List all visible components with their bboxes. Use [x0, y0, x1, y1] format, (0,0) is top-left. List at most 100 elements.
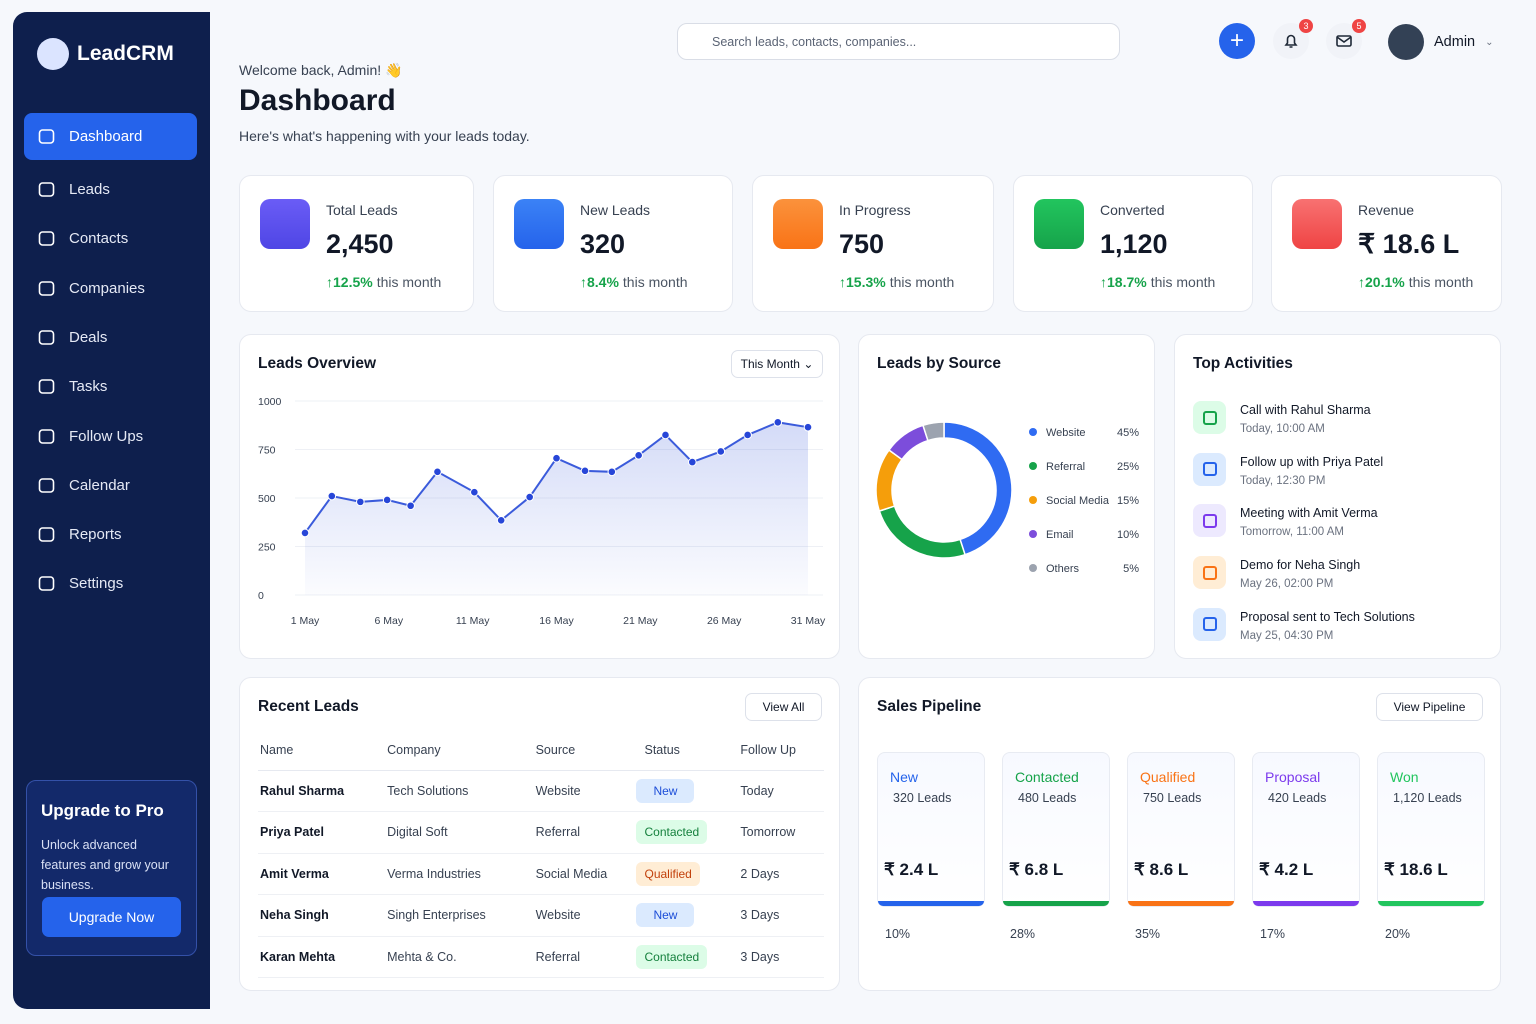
point: [743, 430, 752, 440]
stat-card: Converted 1,120 ↑18.7% this month: [1013, 175, 1253, 312]
messages-button[interactable]: 5: [1326, 19, 1366, 59]
table-body: Rahul Sharma Tech Solutions Website New Toda…: [258, 770, 824, 978]
stat-value: ₹ 18.6 L: [1358, 229, 1460, 259]
brand[interactable]: LeadCRM: [37, 38, 174, 70]
table-cell: New: [636, 894, 739, 937]
view-all-button[interactable]: View All: [745, 693, 822, 721]
nav-item[interactable]: Calendar: [24, 462, 197, 509]
pipeline-stage[interactable]: Won 1,120 Leads ₹ 18.6 L: [1377, 752, 1485, 907]
activity-title: Follow up with Priya Patel: [1240, 454, 1384, 469]
nav-item[interactable]: Dashboard: [24, 113, 197, 160]
card-title: Sales Pipeline: [877, 698, 982, 715]
column-header: Status: [642, 730, 739, 771]
table-cell: 2 Days: [738, 853, 824, 895]
table-cell: Tech Solutions: [385, 770, 534, 812]
nav-item[interactable]: Settings: [24, 560, 197, 607]
stage-bar: [1128, 901, 1234, 906]
stat-value: 2,450: [326, 229, 394, 259]
icon-shape: [38, 330, 55, 345]
table-cell: Today: [738, 770, 824, 812]
x-tick-label: 31 May: [791, 615, 826, 627]
pipeline-stage[interactable]: Contacted 480 Leads ₹ 6.8 L: [1002, 752, 1110, 907]
stage-bar: [1253, 901, 1359, 906]
change-arrow: ↑: [1100, 274, 1107, 290]
icon-shape: [38, 231, 55, 247]
activity[interactable]: Follow up with Priya Patel Today, 12:30 P…: [1193, 452, 1383, 487]
stage-bar: [1003, 901, 1109, 906]
stat-label: Total Leads: [326, 202, 398, 218]
brand-logo: [37, 38, 69, 70]
table-cell: Mehta & Co.: [385, 936, 534, 978]
point: [470, 487, 479, 497]
pipeline-stage[interactable]: Proposal 420 Leads ₹ 4.2 L: [1252, 752, 1360, 907]
table-cell: Referral: [533, 936, 643, 978]
view-pipeline-button[interactable]: View Pipeline: [1376, 693, 1483, 721]
period-filter[interactable]: This Month ⌄: [731, 350, 823, 378]
stat-value: 1,120: [1100, 229, 1168, 259]
table-row[interactable]: Neha Singh Singh Enterprises Website New 3 D…: [258, 894, 824, 937]
nav-item[interactable]: Follow Ups: [24, 413, 197, 460]
table-row[interactable]: Karan Mehta Mehta & Co. Referral Contacted 3…: [258, 936, 824, 978]
stage-leads: 1,120 Leads: [1393, 791, 1462, 805]
activity[interactable]: Demo for Neha Singh May 26, 02:00 PM: [1193, 556, 1360, 590]
point: [406, 501, 415, 511]
x-tick-label: 26 May: [707, 615, 742, 627]
table-cell: Rahul Sharma: [258, 770, 386, 812]
table-cell: Karan Mehta: [258, 936, 386, 978]
activity-title: Meeting with Amit Verma: [1240, 506, 1378, 521]
stat-label: Revenue: [1358, 202, 1415, 218]
sidebar: LeadCRM Dashboard Leads Contacts Companies D…: [13, 12, 210, 1009]
y-tick-label: 0: [258, 590, 264, 602]
activity-time: Today, 10:00 AM: [1240, 423, 1325, 435]
table-cell: Referral: [533, 811, 643, 854]
stage-value: ₹ 8.6 L: [1134, 860, 1189, 879]
pipeline-stage[interactable]: New 320 Leads ₹ 2.4 L: [877, 752, 985, 907]
activity-title: Call with Rahul Sharma: [1240, 403, 1371, 417]
activity[interactable]: Call with Rahul Sharma Today, 10:00 AM: [1193, 401, 1371, 435]
add-button[interactable]: +: [1219, 23, 1255, 59]
icon-shape: [38, 477, 55, 493]
pipeline-stage[interactable]: Qualified 750 Leads ₹ 8.6 L: [1127, 752, 1235, 907]
area: [305, 422, 808, 595]
table-cell: Tomorrow: [738, 811, 824, 854]
activity-icon: [1193, 504, 1226, 538]
table-row[interactable]: Priya Patel Digital Soft Referral Contacted…: [258, 811, 824, 854]
card-title: Leads Overview: [258, 355, 377, 372]
legend-value: 10%: [1117, 529, 1139, 541]
nav-item[interactable]: Leads: [24, 166, 197, 213]
table-cell: Neha Singh: [258, 894, 386, 937]
table-cell: Website: [533, 894, 643, 937]
legend-dot: [1029, 496, 1037, 504]
notifications-button[interactable]: 3: [1273, 19, 1313, 59]
activity[interactable]: Meeting with Amit Verma Tomorrow, 11:00 A…: [1193, 504, 1378, 538]
activity-title: Proposal sent to Tech Solutions: [1240, 609, 1415, 624]
nav-item[interactable]: Companies: [24, 265, 197, 312]
nav-item[interactable]: Deals: [24, 314, 197, 361]
stage-name: Contacted: [1015, 769, 1079, 785]
stage-name: New: [890, 769, 919, 785]
activity-text: Follow up with Priya Patel Today, 12:30 P…: [1240, 453, 1383, 487]
header-row: Name Company Source Status Follow Up: [258, 730, 824, 771]
upgrade-button[interactable]: Upgrade Now: [42, 897, 181, 937]
y-tick-label: 250: [258, 542, 276, 554]
stage-percent: 10%: [885, 927, 911, 941]
activity-title: Demo for Neha Singh: [1240, 558, 1361, 573]
icon-shape: [38, 576, 55, 592]
activity-time: May 26, 02:00 PM: [1240, 578, 1334, 591]
user-menu[interactable]: Admin ⌄: [1388, 24, 1494, 60]
stage-value: ₹ 4.2 L: [1259, 860, 1314, 879]
nav-item[interactable]: Reports: [24, 511, 197, 558]
legend-value: 45%: [1117, 427, 1139, 439]
nav-item[interactable]: Tasks: [24, 363, 197, 410]
table-row[interactable]: Rahul Sharma Tech Solutions Website New Toda…: [258, 770, 824, 812]
table-row[interactable]: Amit Verma Verma Industries Social Media Qu…: [258, 853, 824, 895]
icon-dot: [1202, 617, 1217, 632]
column-header: Source: [533, 730, 643, 771]
nav-label: Dashboard: [69, 128, 143, 145]
upgrade-text: Unlock advanced features and grow your b…: [41, 838, 169, 892]
activity[interactable]: Proposal sent to Tech Solutions May 25, 0…: [1193, 607, 1415, 642]
nav-icon: [38, 428, 55, 444]
search-box[interactable]: Search leads, contacts, companies...: [677, 23, 1120, 60]
stat-icon: [260, 199, 310, 249]
nav-item[interactable]: Contacts: [24, 215, 197, 262]
